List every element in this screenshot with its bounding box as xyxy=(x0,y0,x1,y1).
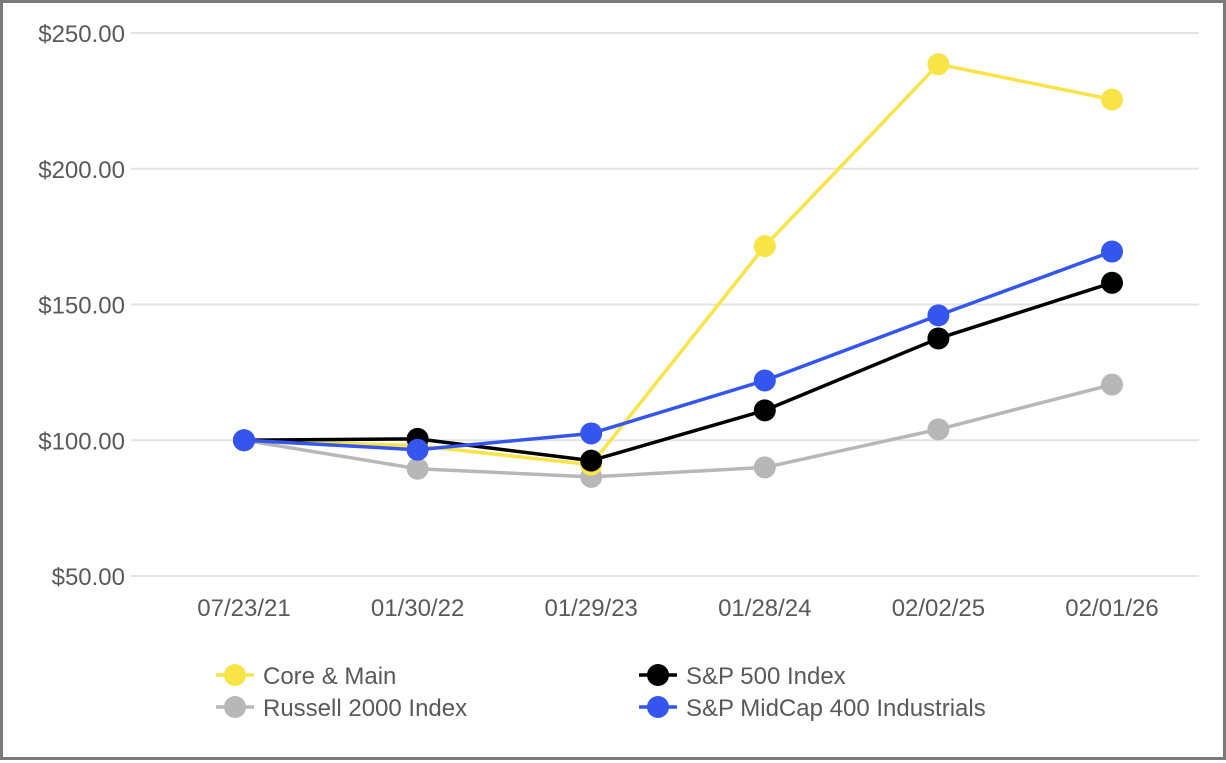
legend-label: S&P MidCap 400 Industrials xyxy=(686,695,986,722)
data-point xyxy=(233,429,255,452)
legend-marker xyxy=(647,696,669,718)
series-line xyxy=(243,249,1113,452)
data-point xyxy=(406,438,429,461)
data-point xyxy=(580,422,603,445)
series-russell-2000-index xyxy=(233,373,1123,488)
data-point xyxy=(753,235,776,258)
data-point xyxy=(753,369,776,392)
x-tick-label: 01/30/22 xyxy=(371,595,464,622)
y-tick-label: $250.00 xyxy=(38,21,125,48)
series-s-p-500-index xyxy=(233,271,1123,472)
legend: Core & Main S&P 500 Index Russell 2000 Ind… xyxy=(216,663,986,722)
legend-marker xyxy=(224,696,246,718)
data-point xyxy=(753,399,776,422)
legend-label: Russell 2000 Index xyxy=(263,695,467,722)
data-point xyxy=(927,304,950,327)
series-core-main xyxy=(233,53,1123,476)
x-tick-label: 02/01/26 xyxy=(1065,595,1158,622)
legend-label: Core & Main xyxy=(263,663,396,690)
x-tick-label: 07/23/21 xyxy=(197,595,290,622)
y-tick-label: $100.00 xyxy=(38,428,125,455)
x-tick-label: 02/02/25 xyxy=(892,595,985,622)
data-point xyxy=(1101,373,1123,396)
x-tick-label: 01/28/24 xyxy=(718,595,811,622)
data-point xyxy=(580,449,603,472)
x-tick-label: 01/29/23 xyxy=(544,595,637,622)
legend-item: S&P 500 Index xyxy=(639,663,846,690)
legend-label: S&P 500 Index xyxy=(686,663,846,690)
data-point xyxy=(406,457,429,480)
data-point xyxy=(1101,88,1123,111)
legend-item: Russell 2000 Index xyxy=(216,695,467,722)
y-axis-tick-labels: $50.00 $100.00 $150.00 $200.00 $250.00 xyxy=(38,21,125,591)
series-s-p-midcap-400-industrials xyxy=(233,240,1123,461)
y-tick-label: $50.00 xyxy=(52,564,125,591)
data-point xyxy=(1101,271,1123,294)
data-point xyxy=(927,327,950,350)
series-line xyxy=(243,382,1113,479)
data-point xyxy=(753,456,776,479)
series-line xyxy=(243,62,1113,467)
data-point xyxy=(1101,240,1123,263)
y-tick-label: $200.00 xyxy=(38,157,125,184)
data-series xyxy=(233,53,1123,488)
legend-marker xyxy=(647,664,669,686)
legend-item: S&P MidCap 400 Industrials xyxy=(639,695,986,722)
legend-marker xyxy=(224,664,246,686)
x-axis-tick-labels: 07/23/21 01/30/22 01/29/23 01/28/24 02/02/25… xyxy=(197,595,1158,622)
y-tick-label: $150.00 xyxy=(38,293,125,320)
series-line xyxy=(243,281,1113,463)
data-point xyxy=(927,53,950,76)
data-point xyxy=(927,418,950,441)
legend-item: Core & Main xyxy=(216,663,396,690)
line-chart: $50.00 $100.00 $150.00 $200.00 $250.00 07/23… xyxy=(38,21,1199,722)
